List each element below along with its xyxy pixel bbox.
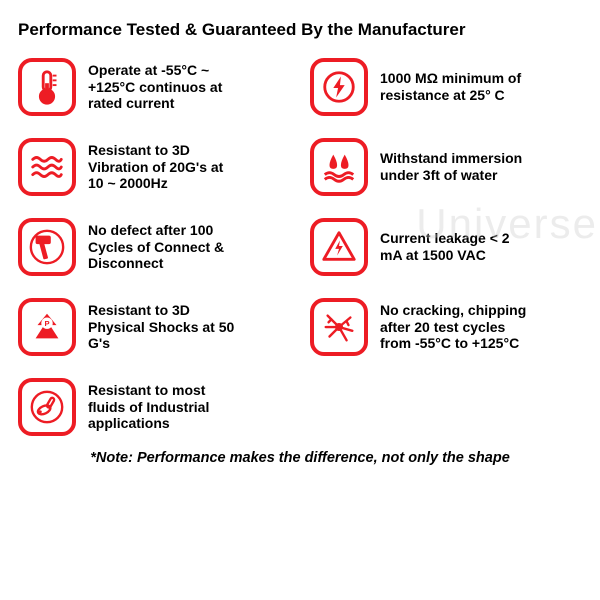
feature-text: Withstand immersion under 3ft of water [380, 150, 530, 184]
fluid-icon [18, 378, 76, 436]
shock-icon: P SHOCK PROOF [18, 298, 76, 356]
feature-item: Current leakage < 2 mA at 1500 VAC [310, 218, 582, 276]
feature-item: Resistant to most fluids of Industrial a… [18, 378, 290, 436]
feature-item: Withstand immersion under 3ft of water [310, 138, 582, 196]
feature-text: No defect after 100 Cycles of Connect & … [88, 222, 238, 272]
page-title: Performance Tested & Guaranteed By the M… [18, 20, 582, 40]
feature-text: Operate at -55°C ~ +125°C continuos at r… [88, 62, 238, 112]
footnote: *Note: Performance makes the difference,… [18, 450, 582, 466]
right-column: 1000 MΩ minimum of resistance at 25° C W… [310, 58, 582, 436]
feature-text: Resistant to most fluids of Industrial a… [88, 382, 238, 432]
hammer-icon [18, 218, 76, 276]
feature-text: Current leakage < 2 mA at 1500 VAC [380, 230, 530, 264]
crack-icon [310, 298, 368, 356]
feature-item: No defect after 100 Cycles of Connect & … [18, 218, 290, 276]
bolt-icon [310, 58, 368, 116]
immersion-icon [310, 138, 368, 196]
feature-item: No cracking, chipping after 20 test cycl… [310, 298, 582, 356]
thermometer-icon [18, 58, 76, 116]
svg-text:P: P [44, 319, 49, 328]
feature-item: 1000 MΩ minimum of resistance at 25° C [310, 58, 582, 116]
left-column: Operate at -55°C ~ +125°C continuos at r… [18, 58, 290, 436]
feature-item: Resistant to 3D Vibration of 20G's at 10… [18, 138, 290, 196]
feature-text: Resistant to 3D Vibration of 20G's at 10… [88, 142, 238, 192]
feature-columns: Operate at -55°C ~ +125°C continuos at r… [18, 58, 582, 436]
feature-text: Resistant to 3D Physical Shocks at 50 G'… [88, 302, 238, 352]
svg-text:SHOCK PROOF: SHOCK PROOF [33, 340, 62, 344]
feature-text: No cracking, chipping after 20 test cycl… [380, 302, 530, 352]
vibration-icon [18, 138, 76, 196]
feature-text: 1000 MΩ minimum of resistance at 25° C [380, 70, 530, 104]
feature-item: P SHOCK PROOF Resistant to 3D Physical Sh… [18, 298, 290, 356]
leakage-icon [310, 218, 368, 276]
feature-item: Operate at -55°C ~ +125°C continuos at r… [18, 58, 290, 116]
